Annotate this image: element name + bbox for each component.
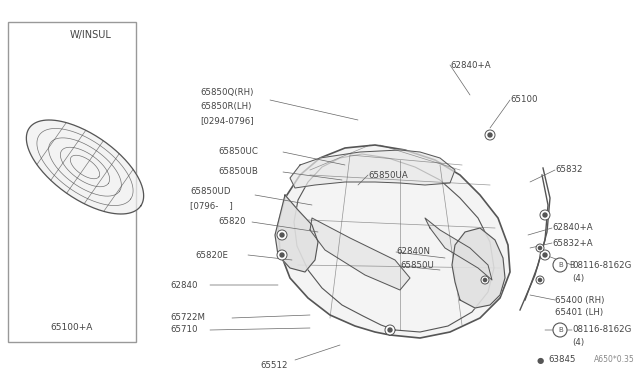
Text: 65832+A: 65832+A [552,238,593,247]
Text: 65820: 65820 [218,218,246,227]
Text: 08116-8162G: 08116-8162G [572,260,632,269]
Text: (4): (4) [572,273,584,282]
Polygon shape [452,228,505,308]
Text: 62840+A: 62840+A [450,61,491,70]
Text: [0796-    ]: [0796- ] [190,202,233,211]
Polygon shape [425,218,492,280]
Text: ●: ● [536,356,543,365]
Text: 65850UB: 65850UB [218,167,258,176]
Circle shape [553,258,567,272]
Bar [8,22,136,342]
Polygon shape [278,145,510,338]
Circle shape [536,244,544,252]
Polygon shape [26,120,143,214]
Circle shape [538,246,541,250]
Text: W/INSUL: W/INSUL [70,31,112,40]
Text: 65850UD: 65850UD [190,187,230,196]
Polygon shape [310,218,410,290]
Circle shape [543,253,547,257]
Circle shape [540,210,550,220]
Circle shape [277,250,287,260]
Text: B: B [559,262,563,268]
Text: 65710: 65710 [170,326,198,334]
Text: 65100: 65100 [510,96,538,105]
Circle shape [280,233,284,237]
Polygon shape [275,195,318,272]
Text: 65832: 65832 [555,166,582,174]
Circle shape [536,276,544,284]
Text: 65850UA: 65850UA [368,170,408,180]
Text: 62840+A: 62840+A [552,224,593,232]
Circle shape [481,276,489,284]
Circle shape [538,278,541,282]
Text: A650*0.35: A650*0.35 [595,355,635,364]
Text: [0294-0796]: [0294-0796] [200,116,253,125]
Circle shape [488,133,492,137]
Text: 65850R(LH): 65850R(LH) [200,103,252,112]
Circle shape [385,325,395,335]
Text: (4): (4) [572,339,584,347]
Text: 65401 (LH): 65401 (LH) [555,308,603,317]
Text: 62840N: 62840N [396,247,430,257]
Circle shape [553,323,567,337]
Text: 65850UC: 65850UC [218,148,258,157]
Text: 65850Q(RH): 65850Q(RH) [200,89,253,97]
Circle shape [543,213,547,217]
Text: 65512: 65512 [260,360,287,369]
Circle shape [540,250,550,260]
Text: 65400 (RH): 65400 (RH) [555,295,604,305]
Circle shape [277,230,287,240]
Text: 65820E: 65820E [195,250,228,260]
Text: B: B [559,327,563,333]
Circle shape [483,278,486,282]
Text: 62840: 62840 [170,280,198,289]
Text: B: B [570,260,575,269]
Text: 65850U: 65850U [400,262,434,270]
Text: 63845: 63845 [548,356,575,365]
Text: 65100+A: 65100+A [51,323,93,332]
Circle shape [388,328,392,332]
Text: 65722M: 65722M [170,314,205,323]
Circle shape [485,130,495,140]
Polygon shape [290,150,455,188]
Text: 08116-8162G: 08116-8162G [572,326,632,334]
Circle shape [280,253,284,257]
